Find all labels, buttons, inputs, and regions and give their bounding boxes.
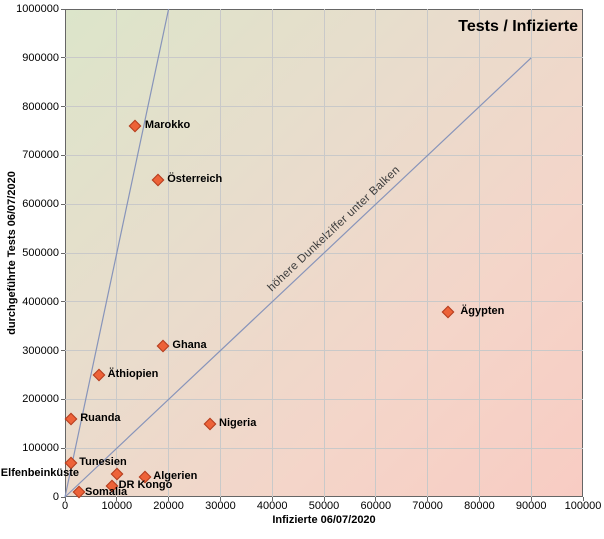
y-tick-mark xyxy=(61,203,65,205)
x-tick-label: 80000 xyxy=(464,500,495,512)
x-tick-label: 40000 xyxy=(256,500,288,512)
y-tick-mark xyxy=(61,154,65,156)
y-tick-mark xyxy=(61,398,65,400)
y-tick-label: 400000 xyxy=(22,295,59,308)
y-gridline xyxy=(65,154,583,156)
y-tick-mark xyxy=(61,350,65,352)
x-tick-label: 10000 xyxy=(101,500,133,512)
data-point-label: Ruanda xyxy=(80,411,121,424)
x-tick-label: 30000 xyxy=(205,500,236,512)
y-tick-label: 200000 xyxy=(22,393,59,406)
y-gridline xyxy=(65,57,583,59)
y-tick-label: 600000 xyxy=(22,198,59,211)
data-point-label: Österreich xyxy=(167,172,223,185)
y-tick-mark xyxy=(61,447,65,449)
x-tick-mark xyxy=(427,497,429,501)
x-tick-mark xyxy=(271,497,273,501)
data-point-label: Tunesien xyxy=(79,455,127,468)
y-tick-mark xyxy=(61,496,65,498)
x-tick-mark xyxy=(116,497,118,501)
y-tick-label: 0 xyxy=(52,491,59,503)
y-gridline xyxy=(65,398,583,400)
y-gridline xyxy=(65,252,583,254)
x-tick-label: 20000 xyxy=(153,500,184,512)
y-tick-label: 500000 xyxy=(22,247,59,259)
y-tick-mark xyxy=(61,8,65,10)
y-tick-mark xyxy=(61,57,65,59)
y-tick-label: 1000000 xyxy=(16,3,59,15)
x-tick-mark xyxy=(219,497,221,501)
x-tick-mark xyxy=(478,497,480,501)
x-tick-mark xyxy=(323,497,325,501)
data-point-label: Äthiopien xyxy=(107,368,159,380)
y-tick-mark xyxy=(61,301,65,303)
data-point-label: Marokko xyxy=(144,119,191,132)
y-gridline xyxy=(65,203,583,205)
chart-title: Tests / Infizierte xyxy=(458,18,578,35)
y-gridline xyxy=(65,447,583,449)
y-gridline xyxy=(65,350,583,352)
data-point-label: Ghana xyxy=(172,338,207,351)
y-tick-label: 100000 xyxy=(22,442,59,455)
x-tick-mark xyxy=(375,497,377,501)
x-tick-label: 50000 xyxy=(308,500,340,512)
y-tick-label: 300000 xyxy=(22,344,59,357)
y-tick-label: 900000 xyxy=(22,51,59,64)
x-tick-mark xyxy=(582,497,584,501)
y-gridline xyxy=(65,106,583,108)
x-tick-mark xyxy=(530,497,532,501)
x-tick-label: 60000 xyxy=(360,500,392,512)
x-tick-mark xyxy=(64,497,66,501)
y-tick-mark xyxy=(61,106,65,108)
data-point-label: Elfenbeinküste xyxy=(0,466,80,479)
data-point-label: Somalia xyxy=(84,486,128,499)
y-tick-label: 700000 xyxy=(22,149,59,162)
y-tick-mark xyxy=(61,252,65,254)
x-axis-title: Infizierte 06/07/2020 xyxy=(272,514,376,526)
x-tick-label: 70000 xyxy=(412,500,443,512)
data-point-label: Nigeria xyxy=(219,416,257,429)
x-tick-label: 0 xyxy=(61,500,69,512)
y-gridline xyxy=(65,301,583,303)
data-point-label: Ägypten xyxy=(460,304,505,317)
x-tick-mark xyxy=(168,497,170,501)
y-tick-label: 800000 xyxy=(22,100,59,113)
x-tick-label: 90000 xyxy=(515,500,547,512)
x-tick-label: 100000 xyxy=(564,500,602,512)
